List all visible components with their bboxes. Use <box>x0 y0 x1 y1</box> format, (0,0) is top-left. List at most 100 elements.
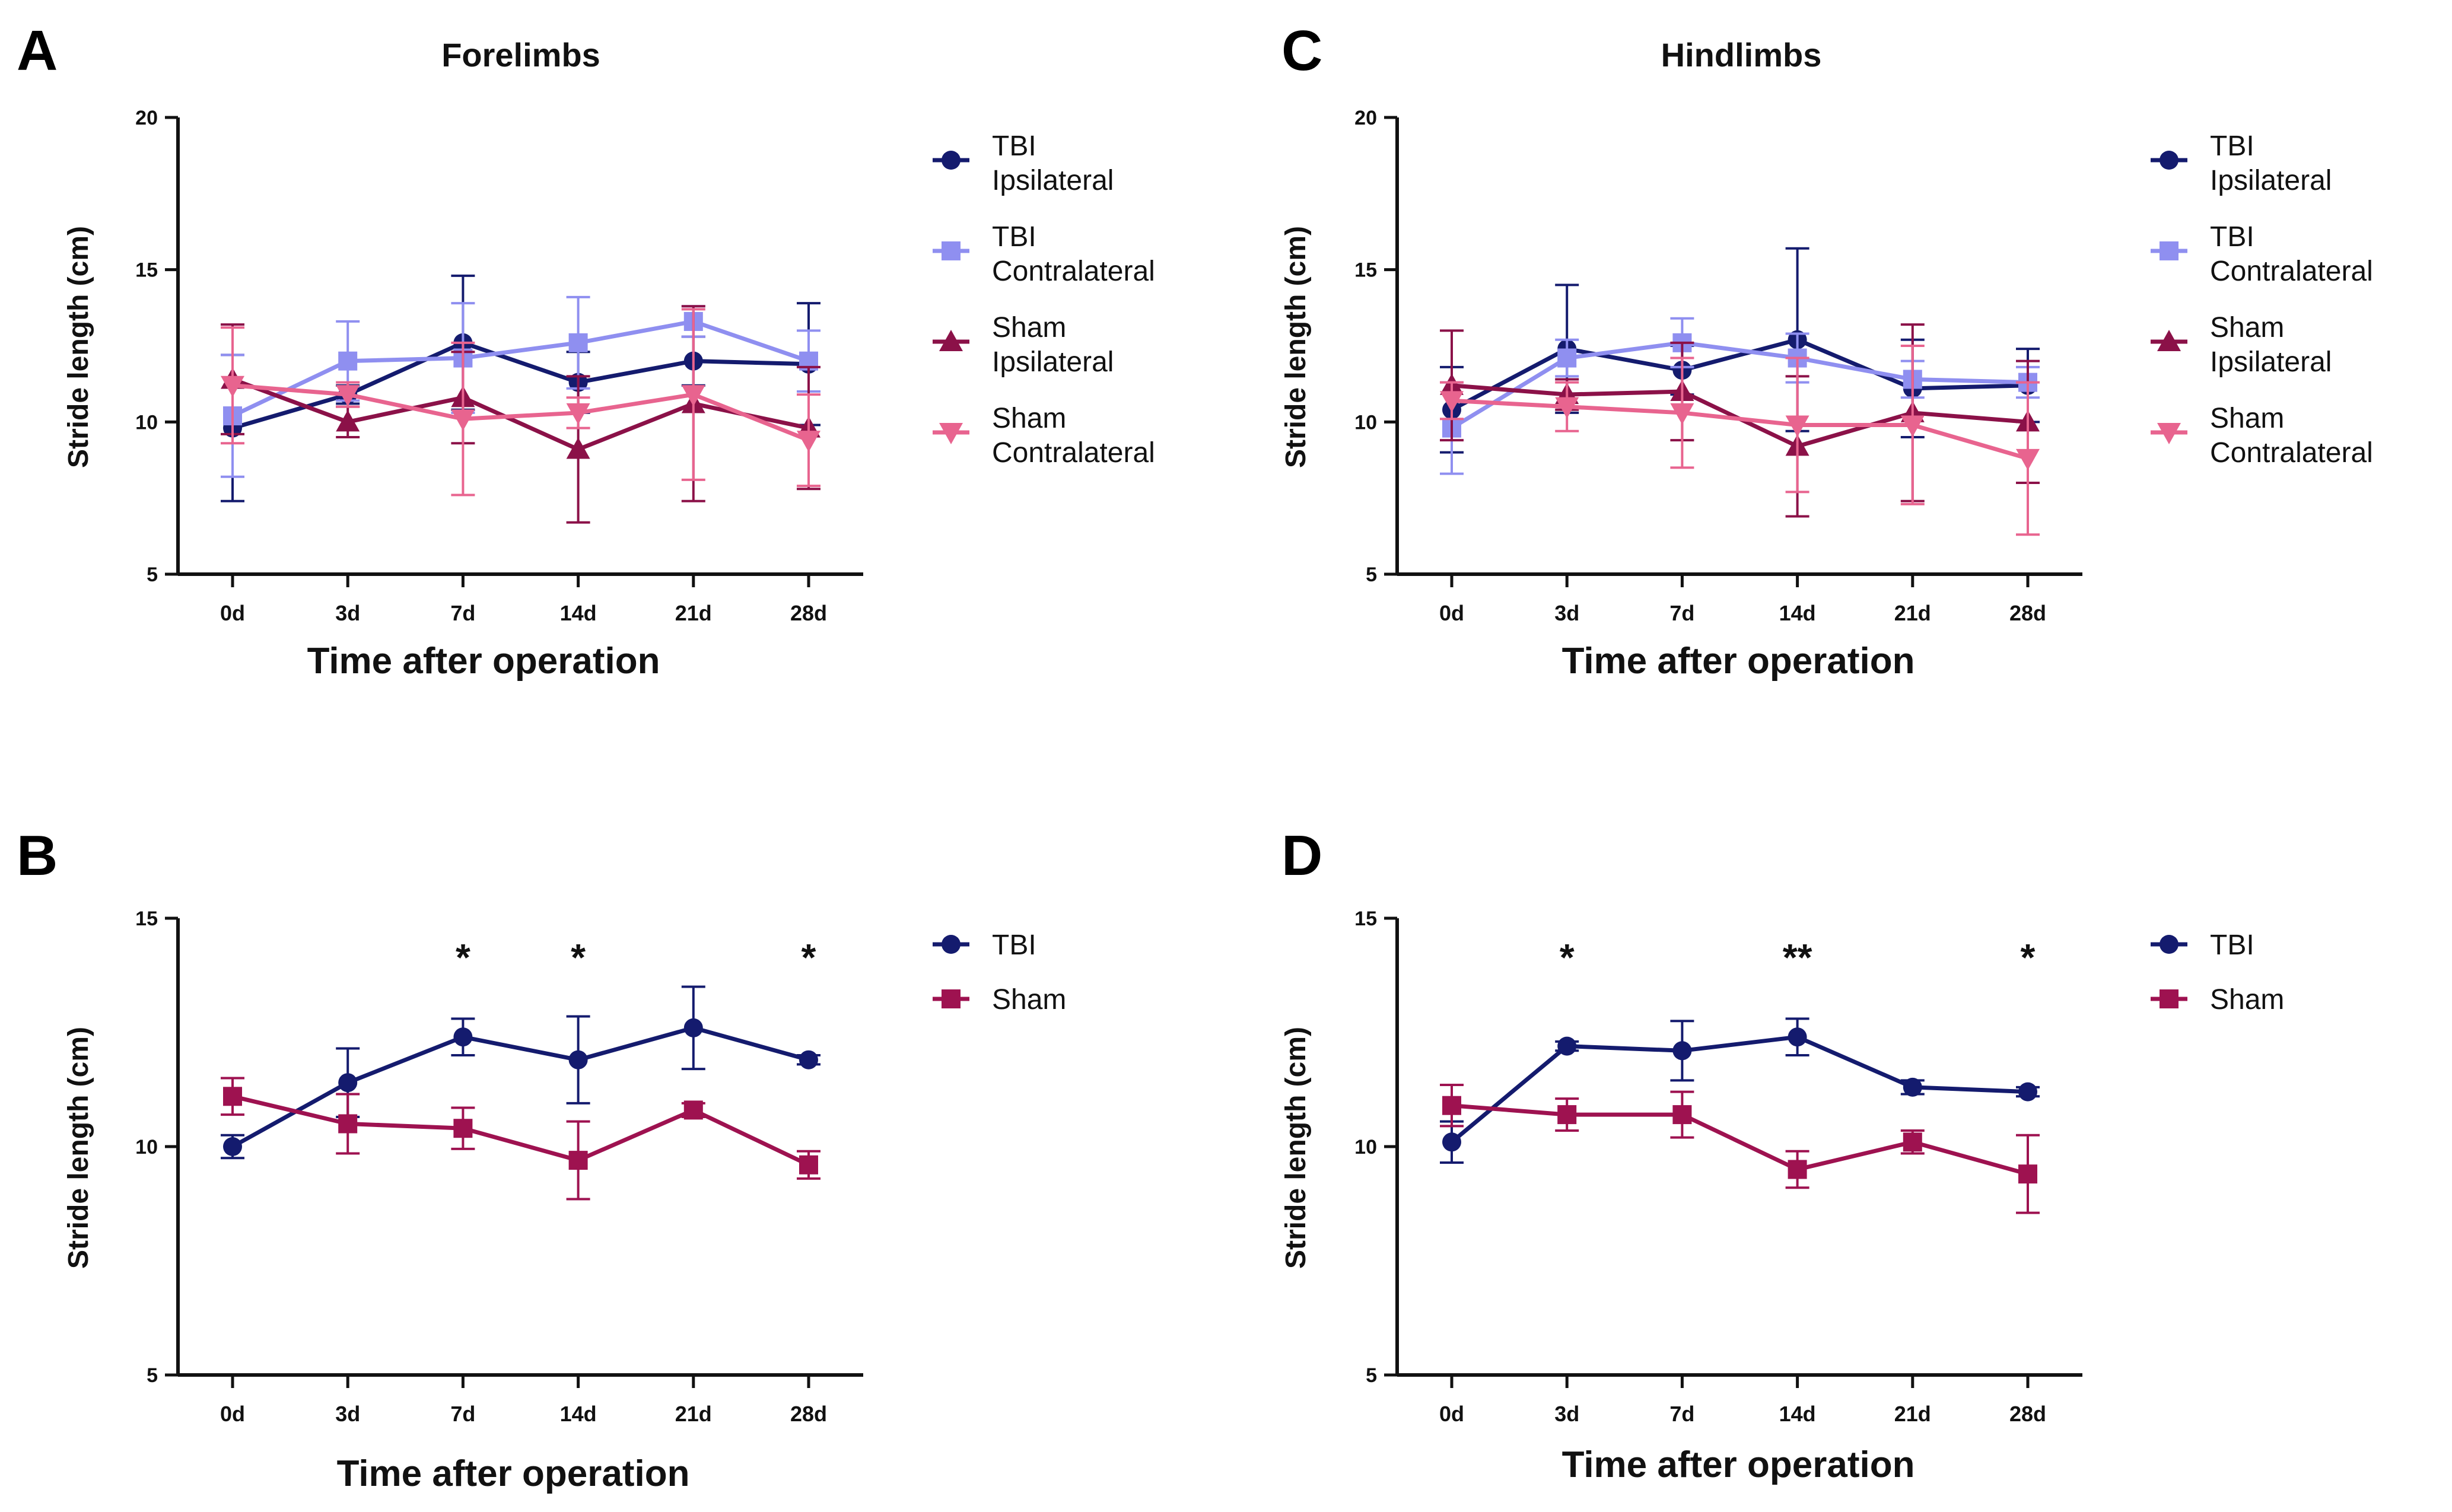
x-tick-label: 7d <box>1669 1402 1694 1426</box>
x-tick-label: 7d <box>450 601 475 625</box>
legend-marker <box>942 935 961 954</box>
x-tick-label: 21d <box>675 601 712 625</box>
data-point <box>221 375 244 397</box>
legend-label: Ipsilateral <box>2210 165 2332 196</box>
x-axis-label: Time after operation <box>1562 1444 1915 1485</box>
series-line <box>231 1026 809 1149</box>
legend-marker <box>2160 241 2179 260</box>
panel-letter: A <box>17 19 58 82</box>
y-tick-label: 5 <box>147 564 158 586</box>
y-tick-label: 5 <box>147 1364 158 1387</box>
x-tick-label: 14d <box>1779 1402 1816 1426</box>
data-point <box>1557 1105 1577 1125</box>
legend-label: Sham <box>992 984 1066 1016</box>
legend-marker <box>2160 989 2179 1008</box>
legend-marker <box>942 151 961 170</box>
legend-marker <box>2160 935 2179 954</box>
data-point <box>566 403 590 425</box>
x-tick-label: 14d <box>560 1402 597 1426</box>
panel-b: B 5 10 15 0d 3d 7d 14d 21d 28d Time after operatio… <box>17 824 1066 1494</box>
panel-title: Hindlimbs <box>1661 36 1822 74</box>
data-point <box>568 1151 588 1170</box>
data-point <box>797 431 820 453</box>
y-tick-label: 20 <box>1354 107 1377 129</box>
series-sham-contralateral <box>1440 345 2040 536</box>
data-point <box>1788 1027 1807 1047</box>
significance-mark: ** <box>1783 936 1812 979</box>
data-point <box>568 1050 588 1069</box>
x-tick-label: 0d <box>1439 1402 1464 1426</box>
legend-label: Ipsilateral <box>2210 346 2332 378</box>
x-tick-label: 21d <box>675 1402 712 1426</box>
panel-letter: B <box>17 824 58 887</box>
series-tbi <box>1440 1017 2040 1164</box>
legend-marker <box>2157 330 2181 351</box>
data-point <box>566 437 590 459</box>
panel-c: C Hindlimbs 5 10 15 20 0d 3d 7d 14d 21d 28d Time aft… <box>1280 19 2373 682</box>
legend-label: Sham <box>992 312 1066 343</box>
panel-title: Forelimbs <box>441 36 600 74</box>
series-line <box>1451 383 2028 448</box>
x-tick-label: 28d <box>790 1402 827 1426</box>
data-point <box>453 1027 473 1047</box>
series-sham-contralateral <box>221 308 820 496</box>
data-point <box>1672 1041 1692 1061</box>
y-axis-label: Stride length (cm) <box>63 226 94 468</box>
data-point <box>451 409 475 431</box>
data-point <box>338 1114 358 1134</box>
series-line <box>1451 340 2028 430</box>
y-tick-label: 15 <box>1354 259 1377 282</box>
significance-mark: * <box>1560 936 1575 979</box>
series-line <box>232 383 810 443</box>
y-tick-label: 10 <box>1354 411 1377 434</box>
data-point <box>223 1087 242 1106</box>
x-axis-label: Time after operation <box>307 641 660 682</box>
series-line <box>231 319 810 418</box>
series-line <box>232 340 809 430</box>
y-tick-label: 10 <box>135 411 158 434</box>
data-point <box>223 1137 242 1156</box>
data-point <box>1903 1077 1922 1097</box>
x-tick-label: 3d <box>335 601 360 625</box>
panel-a: A Forelimbs 5 10 15 20 0d 3d 7d 14d 21d 28d Time aft… <box>17 19 1155 682</box>
series-line <box>1451 1103 2028 1176</box>
data-point <box>1442 1096 1461 1115</box>
data-point <box>683 1018 703 1037</box>
data-point <box>1670 403 1694 425</box>
data-point <box>338 1073 358 1093</box>
data-point <box>1440 391 1464 413</box>
legend-label: Sham <box>2210 984 2284 1016</box>
x-tick-label: 21d <box>1894 1402 1931 1426</box>
series-line <box>231 377 809 452</box>
legend-marker <box>2160 151 2179 170</box>
y-tick-label: 5 <box>1366 1364 1377 1387</box>
x-tick-label: 7d <box>450 1402 475 1426</box>
data-point <box>1903 1132 1922 1152</box>
x-tick-label: 28d <box>2009 601 2046 625</box>
legend-entry: Sham <box>2151 984 2284 1016</box>
data-point <box>1442 1132 1461 1152</box>
significance-mark: * <box>456 936 470 979</box>
data-point <box>799 1050 818 1069</box>
legend-label: Sham <box>992 403 1066 434</box>
legend-marker <box>2157 423 2181 444</box>
legend-label: TBI <box>992 221 1036 253</box>
data-point <box>568 333 588 352</box>
series-sham <box>221 1077 820 1201</box>
series-sham <box>1440 1084 2040 1214</box>
significance-mark: * <box>2021 936 2036 979</box>
y-tick-label: 5 <box>1366 564 1377 586</box>
y-tick-label: 20 <box>135 107 158 129</box>
legend-label: TBI <box>992 130 1036 162</box>
y-tick-label: 10 <box>135 1136 158 1158</box>
x-axis-label: Time after operation <box>1562 641 1915 682</box>
data-point <box>681 385 705 407</box>
significance-mark: * <box>571 936 586 979</box>
legend-marker <box>942 241 961 260</box>
legend-entry: TBI <box>933 930 1036 961</box>
y-tick-label: 15 <box>135 908 158 930</box>
